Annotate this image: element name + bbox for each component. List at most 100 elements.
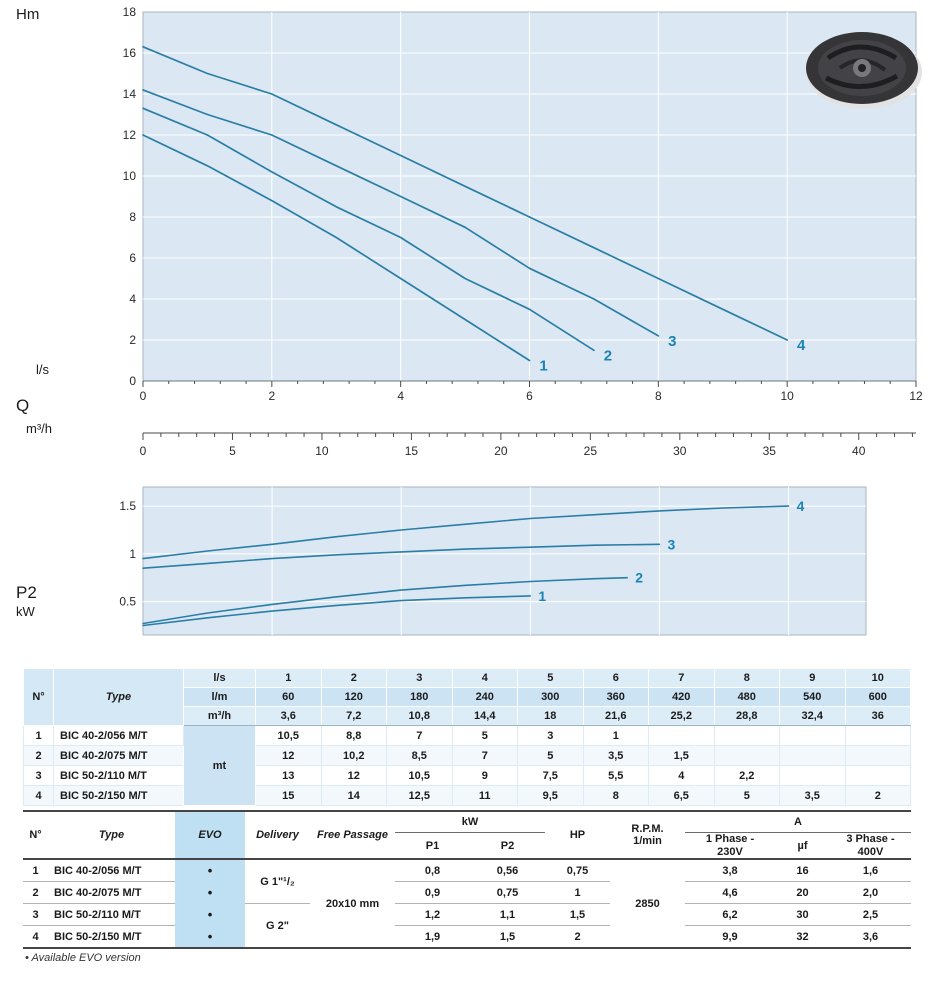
svg-text:1: 1 <box>538 588 546 604</box>
table2-evo-dot: • <box>175 881 245 904</box>
table2-evo-dot: • <box>175 925 245 949</box>
table1-head-value <box>648 725 715 746</box>
table1-header-value: 9 <box>779 668 846 688</box>
table1-unit-label: m³/h <box>183 706 256 726</box>
svg-text:10: 10 <box>780 389 794 403</box>
table1-unit-mt: mt <box>183 725 256 806</box>
svg-text:5: 5 <box>229 444 236 458</box>
table1-head-value: 3,5 <box>779 785 846 806</box>
svg-text:12: 12 <box>123 128 137 142</box>
table2-header-p1: P1 <box>395 832 470 861</box>
table1-head-value: 8 <box>582 785 649 806</box>
table1-head-value: 15 <box>255 785 322 806</box>
table1-row-number: 3 <box>23 765 54 786</box>
table2-p2-value: 1,5 <box>470 925 545 949</box>
table2-p1-value: 1,9 <box>395 925 470 949</box>
svg-text:4: 4 <box>129 292 136 306</box>
table1-head-value: 3,5 <box>582 745 649 766</box>
table1-header-value: 14,4 <box>451 706 518 726</box>
table2-header-kw-group: kW <box>395 811 545 833</box>
table1-header-value: 2 <box>320 668 387 688</box>
table1-header-value: 240 <box>451 687 518 707</box>
table2-pump-type: BIC 40-2/075 M/T <box>48 881 175 904</box>
svg-text:3: 3 <box>668 333 676 350</box>
table2-header-type: Type <box>48 811 175 861</box>
svg-text:18: 18 <box>123 6 137 19</box>
table1-head-value: 5 <box>713 785 780 806</box>
svg-text:4: 4 <box>797 498 805 514</box>
table1-header-value: 36 <box>844 706 911 726</box>
table1-row-number: 4 <box>23 785 54 806</box>
table1-head-value: 11 <box>451 785 518 806</box>
svg-text:14: 14 <box>123 87 137 101</box>
svg-text:2: 2 <box>635 570 643 586</box>
table1-header-value: 32,4 <box>779 706 846 726</box>
svg-text:15: 15 <box>405 444 419 458</box>
table2-p2-value: 1,1 <box>470 903 545 926</box>
table2-1phase-current: 9,9 <box>685 925 775 949</box>
table2-header-free-passage: Free Passage <box>310 811 395 861</box>
m3h-axis-label: m³/h <box>26 421 52 436</box>
table1-header-value: 540 <box>779 687 846 707</box>
table2-hp-value: 2 <box>545 925 610 949</box>
power-flow-chart: 0.5 1 1.5 1 2 3 4 <box>119 486 867 636</box>
table2-1phase-current: 3,8 <box>685 859 775 882</box>
svg-text:0: 0 <box>129 374 136 388</box>
table1-header-value: 8 <box>713 668 780 688</box>
table1-header-value: 480 <box>713 687 780 707</box>
p2-axis-label: P2 <box>16 583 37 602</box>
table1-head-value: 5 <box>517 745 584 766</box>
table2-uf-value: 20 <box>775 881 830 904</box>
table1-header-n: N° <box>23 668 54 726</box>
table1-head-value: 12 <box>255 745 322 766</box>
table1-head-value: 9 <box>451 765 518 786</box>
table1-head-value: 2,2 <box>713 765 780 786</box>
table1-head-value: 8,5 <box>386 745 453 766</box>
svg-text:30: 30 <box>673 444 687 458</box>
table1-row-number: 1 <box>23 725 54 746</box>
table2-header-delivery: Delivery <box>245 811 310 861</box>
table1-head-value: 2 <box>844 785 911 806</box>
q-axis-label: Q <box>16 396 30 415</box>
table2-header-3phase-400v: 3 Phase - 400V <box>830 832 911 861</box>
table1-header-value: 300 <box>517 687 584 707</box>
table1-header-value: 360 <box>582 687 649 707</box>
table1-head-value: 12 <box>320 765 387 786</box>
performance-table: N° Type l/s 1 2 3 4 5 6 7 8 9 10 l/m 60 120 180 240 300 360… <box>23 668 911 806</box>
svg-text:8: 8 <box>655 389 662 403</box>
table1-head-value: 7,5 <box>517 765 584 786</box>
table2-p2-value: 0,56 <box>470 859 545 882</box>
table1-header-value: 6 <box>582 668 649 688</box>
table1-pump-type: BIC 40-2/075 M/T <box>53 745 184 766</box>
table2-hp-value: 1,5 <box>545 903 610 926</box>
svg-text:0: 0 <box>140 389 147 403</box>
table2-uf-value: 16 <box>775 859 830 882</box>
table1-head-value <box>713 725 780 746</box>
table1-header-value: 1 <box>255 668 322 688</box>
table2-free-passage-value: 20x10 mm <box>310 859 395 949</box>
table2-pump-type: BIC 50-2/110 M/T <box>48 903 175 926</box>
table1-header-value: 28,8 <box>713 706 780 726</box>
table2-row-number: 1 <box>23 859 48 882</box>
svg-text:1: 1 <box>539 358 547 375</box>
table1-head-value: 6,5 <box>648 785 715 806</box>
hm-axis-label: Hm <box>16 6 40 23</box>
svg-text:25: 25 <box>584 444 598 458</box>
table2-delivery-value: G 1"¹/₂ <box>245 859 310 904</box>
svg-text:1.5: 1.5 <box>119 499 136 513</box>
table1-head-value: 8,8 <box>320 725 387 746</box>
table2-uf-value: 32 <box>775 925 830 949</box>
table2-row-number: 3 <box>23 903 48 926</box>
svg-text:4: 4 <box>797 337 806 354</box>
table1-head-value: 10,5 <box>386 765 453 786</box>
table2-3phase-current: 3,6 <box>830 925 911 949</box>
table2-pump-type: BIC 40-2/056 M/T <box>48 859 175 882</box>
table1-head-value: 9,5 <box>517 785 584 806</box>
table1-head-value <box>844 725 911 746</box>
table1-head-value: 1,5 <box>648 745 715 766</box>
table1-header-value: 10,8 <box>386 706 453 726</box>
svg-text:2: 2 <box>268 389 275 403</box>
table1-head-value: 10,2 <box>320 745 387 766</box>
table2-header-1phase-230v: 1 Phase - 230V <box>685 832 775 861</box>
table1-head-value <box>779 765 846 786</box>
